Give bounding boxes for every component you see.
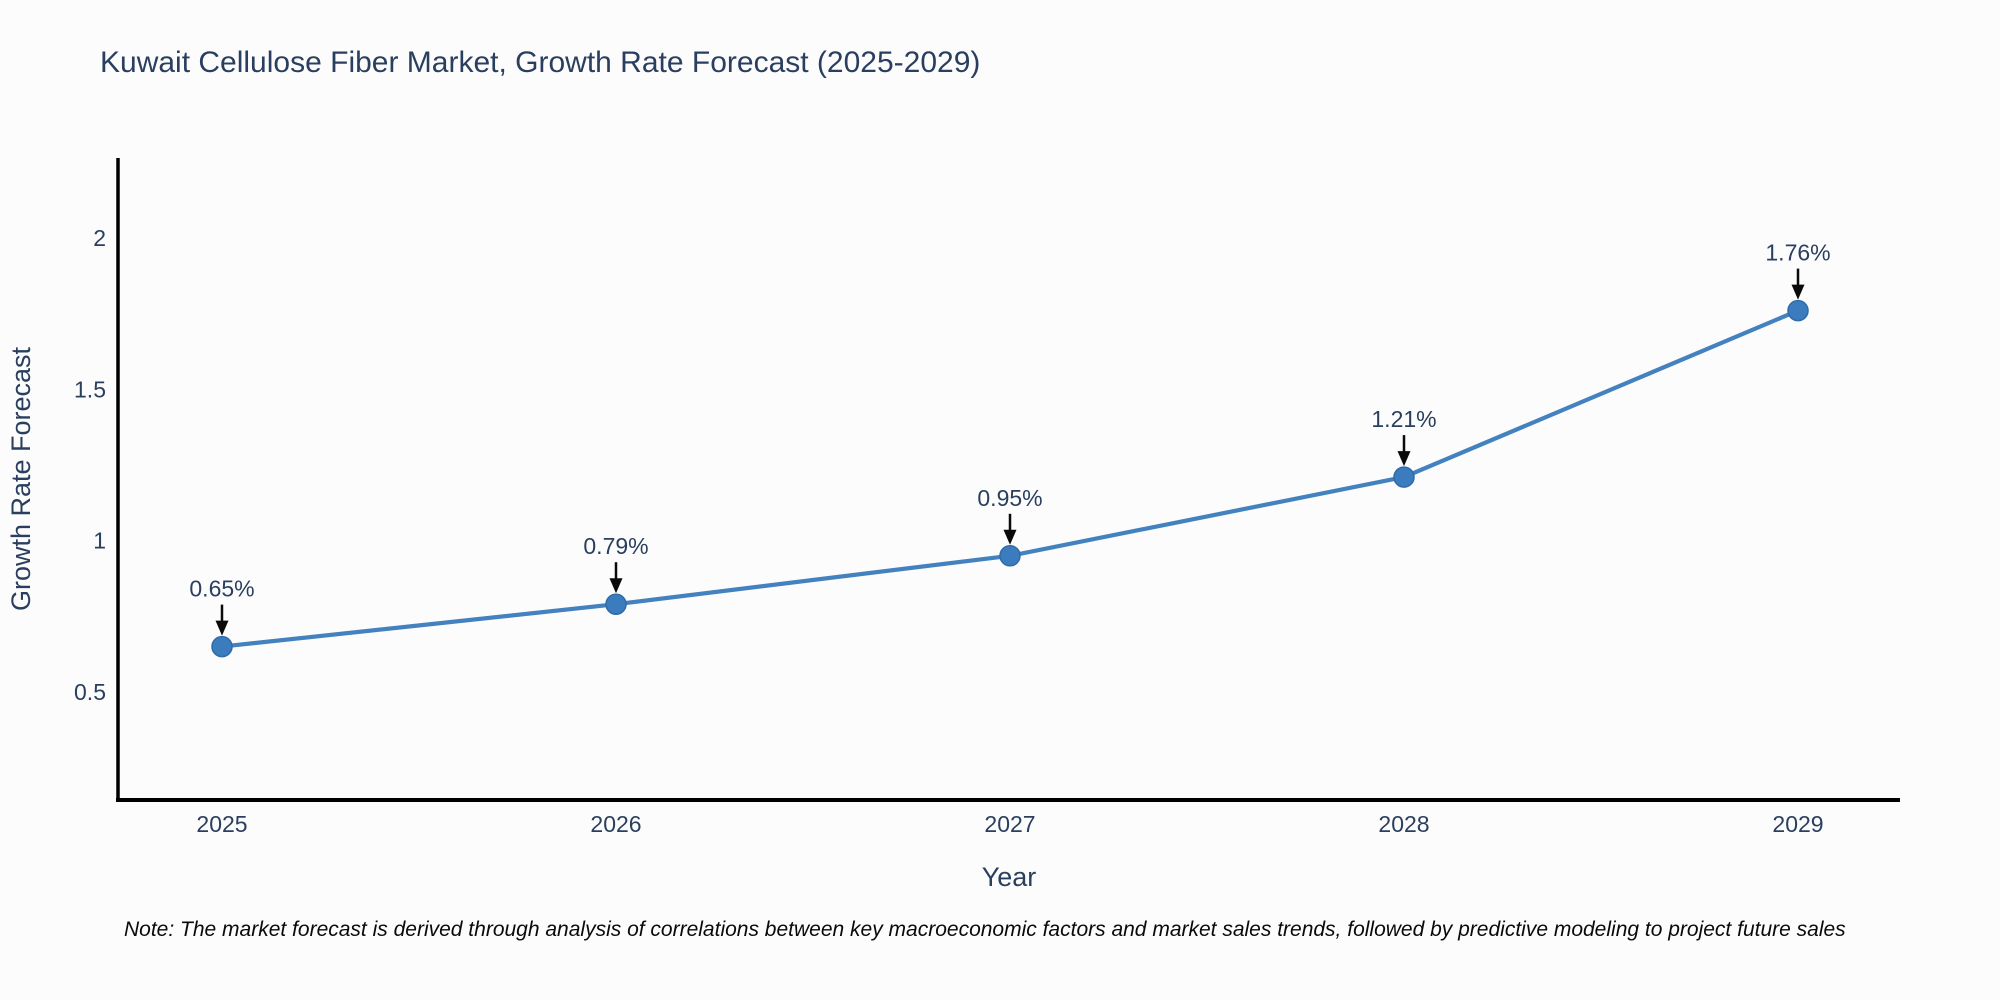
annotation-arrowhead <box>1791 284 1805 300</box>
y-tick-label: 1 <box>93 528 106 554</box>
annotation-label: 1.76% <box>1765 240 1830 266</box>
annotation-arrowhead <box>215 620 229 636</box>
annotation-arrowhead <box>1397 451 1411 467</box>
data-point-2028[interactable] <box>1393 466 1415 488</box>
x-tick-label: 2028 <box>1378 811 1429 837</box>
x-tick-label: 2026 <box>590 811 641 837</box>
annotation-label: 0.95% <box>977 485 1042 511</box>
y-tick-label: 0.5 <box>74 679 106 705</box>
data-point-2029[interactable] <box>1787 299 1809 322</box>
y-tick-label: 2 <box>93 225 106 251</box>
y-axis-title: Growth Rate Forecast <box>6 346 36 611</box>
x-tick-label: 2025 <box>196 811 247 837</box>
x-axis-title: Year <box>982 862 1037 892</box>
annotation-label: 0.65% <box>189 576 254 602</box>
x-tick-label: 2029 <box>1772 811 1823 837</box>
chart-title: Kuwait Cellulose Fiber Market, Growth Ra… <box>100 46 981 79</box>
x-tick-label: 2027 <box>984 811 1035 837</box>
annotation-arrowhead <box>1003 529 1017 545</box>
series-line <box>219 308 1801 649</box>
data-point-2026[interactable] <box>605 593 627 615</box>
annotation-label: 0.79% <box>583 533 648 559</box>
data-point-2025[interactable] <box>211 635 233 658</box>
annotation-arrowhead <box>609 578 623 594</box>
data-point-2027[interactable] <box>999 545 1021 567</box>
y-tick-label: 1.5 <box>74 376 106 402</box>
annotation-label: 1.21% <box>1371 406 1436 432</box>
footnote: Note: The market forecast is derived thr… <box>124 918 1846 941</box>
